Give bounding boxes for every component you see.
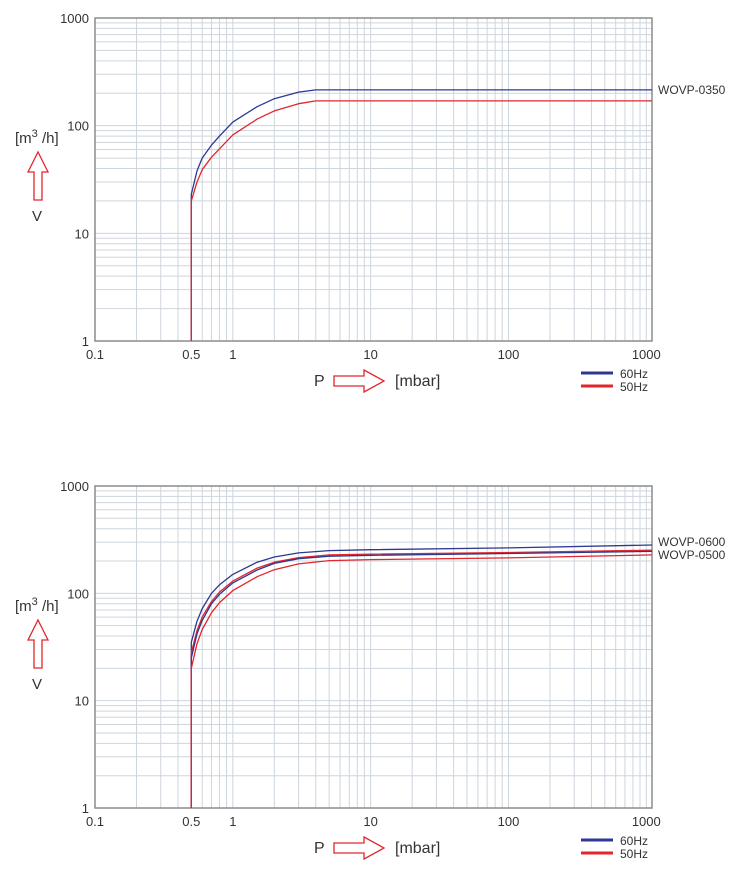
x-axis-label: P xyxy=(314,373,325,390)
series-line-wovp-0600-60hz xyxy=(190,544,653,808)
legend-label: 50Hz xyxy=(620,847,648,861)
x-axis-label: P xyxy=(314,840,325,857)
x-tick-label: 1000 xyxy=(632,814,661,829)
x-tick-label: 10 xyxy=(363,347,377,362)
x-tick-label: 1 xyxy=(229,347,236,362)
grid xyxy=(95,486,652,808)
y-tick-label: 1000 xyxy=(60,11,89,26)
up-arrow-icon xyxy=(26,150,50,201)
y-tick-label: 100 xyxy=(67,586,89,601)
x-axis-unit: [mbar] xyxy=(395,840,440,857)
series-line-wovp-0350-50hz xyxy=(190,100,652,341)
y-unit-superscript: 3 xyxy=(32,128,38,140)
y-tick-label: 100 xyxy=(67,119,89,134)
series-line-wovp-0500-60hz xyxy=(190,550,653,808)
grid xyxy=(95,18,652,341)
series-line-wovp-0350-60hz xyxy=(190,89,652,341)
right-arrow-icon xyxy=(333,835,386,861)
y-tick-label: 1 xyxy=(82,334,89,349)
right-arrow-icon xyxy=(333,368,386,394)
y-tick-label: 10 xyxy=(75,694,89,709)
y-tick-label: 10 xyxy=(75,226,89,241)
legend-label: 50Hz xyxy=(620,380,648,394)
x-tick-label: 10 xyxy=(363,814,377,829)
x-tick-label: 0.5 xyxy=(182,814,200,829)
y-tick-label: 1 xyxy=(82,801,89,816)
chart-2: 0.1 0.5 1 10 100 1000 1 10 100 1000 [m3 /h] V P [mbar… xyxy=(15,479,726,861)
model-label: WOVP-0600 xyxy=(658,535,726,549)
model-label: WOVP-0350 xyxy=(658,83,726,97)
y-axis-label: V xyxy=(32,208,42,225)
model-label: WOVP-0500 xyxy=(658,548,726,562)
chart-1: 0.1 0.5 1 10 100 1000 1 10 100 1000 [m3 /h] V P [mbar… xyxy=(15,11,726,394)
x-tick-label: 0.1 xyxy=(86,814,104,829)
plot-frame xyxy=(94,485,653,809)
legend-label: 60Hz xyxy=(620,834,648,848)
x-tick-label: 1 xyxy=(229,814,236,829)
y-axis-unit: [m3 /h] xyxy=(15,128,59,147)
x-axis-unit: [mbar] xyxy=(395,373,440,390)
y-axis-unit: [m3 /h] xyxy=(15,596,59,615)
x-tick-label: 1000 xyxy=(632,347,661,362)
plot-frame xyxy=(94,17,653,342)
x-tick-label: 0.5 xyxy=(182,347,200,362)
x-tick-label: 0.1 xyxy=(86,347,104,362)
y-unit-base: [m xyxy=(15,130,32,147)
legend-label: 60Hz xyxy=(620,367,648,381)
y-tick-label: 1000 xyxy=(60,479,89,494)
y-unit-base: [m xyxy=(15,598,32,615)
up-arrow-icon xyxy=(26,618,50,669)
x-tick-label: 100 xyxy=(498,347,520,362)
series-line-wovp-0600-50hz xyxy=(190,549,653,808)
y-unit-superscript: 3 xyxy=(32,596,38,608)
y-axis-label: V xyxy=(32,676,42,693)
x-tick-label: 100 xyxy=(498,814,520,829)
y-unit-end: /h] xyxy=(38,598,59,615)
y-unit-end: /h] xyxy=(38,130,59,147)
series-line-wovp-0500-50hz xyxy=(190,554,653,808)
